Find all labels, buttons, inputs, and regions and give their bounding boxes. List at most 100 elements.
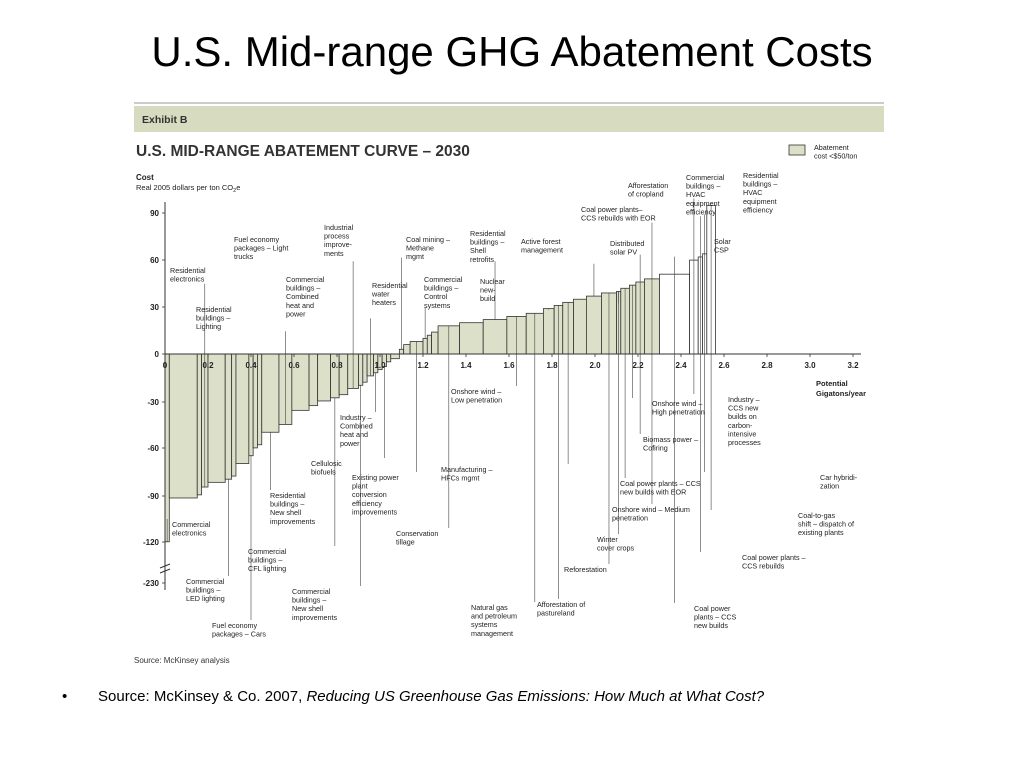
bar-label: Nuclear new-build [480, 277, 505, 303]
bar-label-line: Distributed [610, 239, 644, 248]
bar-label-line: buildings – [270, 500, 304, 509]
x-tick-label: 2.8 [761, 361, 773, 370]
x-tick-label: 3.2 [847, 361, 859, 370]
bar-label-line: equipment [686, 199, 720, 208]
bar-label: Car hybridi-zation [820, 473, 858, 491]
y-tick-label: 90 [150, 209, 159, 218]
bar-label: Residential buildings – HVAC equipment effic… [743, 171, 779, 214]
bar-label-line: systems [424, 301, 451, 310]
bar-label-line: management [521, 246, 563, 255]
bar-label-line: efficiency [686, 207, 716, 216]
bar [164, 353, 170, 543]
bar-label-line: improvements [352, 507, 398, 516]
bar [459, 322, 484, 355]
bar-label-line: HVAC [686, 190, 705, 199]
bar-label: Natural gas and petroleum systems managemen… [471, 603, 517, 638]
y-axis-break [159, 563, 171, 569]
bar-label: Commercial buildings – Control systems [424, 275, 463, 310]
bar-label-line: heaters [372, 298, 396, 307]
bar-label-line: plant [352, 482, 368, 491]
bar [542, 308, 555, 355]
bar-label-line: CCS new [728, 404, 759, 413]
y-tick-label: 30 [150, 303, 159, 312]
bar-label-line: Fuel economy [234, 235, 280, 244]
bar-label-line: build [480, 294, 495, 303]
bar-label-line: Commercial [292, 587, 331, 596]
bar-label: Afforestation of cropland [628, 181, 668, 199]
bar-label-line: efficiency [743, 205, 773, 214]
bar-label: Residential buildings – Shell retrofits [470, 229, 506, 264]
bar-label-line: Onshore wind – Medium [612, 505, 690, 514]
bar-label: Commercial buildings – Combined heat and pow… [286, 275, 325, 318]
y-tick-label: -90 [147, 492, 159, 501]
bar [317, 353, 331, 402]
bar-label-line: Conservation [396, 529, 438, 538]
y-axis-break [159, 568, 171, 574]
bar-label-line: packages – Cars [212, 630, 266, 639]
bar-label-line: heat and [340, 430, 368, 439]
x-tick-label: 2.0 [589, 361, 601, 370]
bar-label-line: packages – Light [234, 244, 288, 253]
bar-label-line: Afforestation [628, 181, 668, 190]
bar-label-line: Methane [406, 244, 434, 253]
x-tick-label: 3.0 [804, 361, 816, 370]
bar-label-line: CCS rebuilds with EOR [581, 214, 656, 223]
bar-label: Afforestation of pastureland [537, 600, 585, 618]
bar-label-line: buildings – [186, 586, 220, 595]
bar-label-line: Lighting [196, 322, 221, 331]
bar-label: Winter cover crops [597, 535, 635, 553]
bar-label-line: builds on [728, 412, 757, 421]
x-axis-title-1: Potential [816, 379, 848, 388]
bar [422, 337, 428, 355]
x-tick-label: 1.8 [546, 361, 558, 370]
bar-label: Commercial buildings – HVAC equipment effici… [686, 173, 725, 216]
bar-label-line: pastureland [537, 609, 575, 618]
bar-label-line: Afforestation of [537, 600, 585, 609]
x-axis-title-2: Gigatons/year [816, 389, 866, 398]
bar-label-line: Commercial [186, 577, 225, 586]
bar [585, 295, 602, 355]
bar-label-line: new builds with EOR [620, 488, 686, 497]
bar-label: Fuel economy packages – Cars [212, 621, 266, 639]
bar-label-line: Cofiring [643, 444, 668, 453]
bar-label-line: Active forest [521, 237, 561, 246]
bar-label-line: plants – CCS [694, 613, 737, 622]
bar-label: Manufacturing – HFCs mgmt [441, 465, 493, 483]
bar-label: Residential electronics [170, 266, 206, 284]
bar-label: Residential buildings – New shell improveme… [270, 491, 316, 526]
bar-label-line: Cellulosic [311, 459, 342, 468]
bar-label-line: buildings – [743, 180, 777, 189]
bar-label-line: LED lighting [186, 594, 225, 603]
axis-layer: 90 60 30 0 -30 -60 -90 -120 -230 0 0.2 0.4 0.6 0.8 1.0… [143, 202, 861, 590]
bar-label-line: processes [728, 438, 761, 447]
bar-label-line: systems [471, 620, 498, 629]
bar-label-line: retrofits [470, 255, 494, 264]
bar [362, 353, 368, 383]
bar-label-line: equipment [743, 197, 777, 206]
bar-label-line: buildings – [686, 182, 720, 191]
x-tick-label: 2.2 [632, 361, 644, 370]
bar-label-line: HFCs mgmt [441, 474, 479, 483]
bar-label: Coal power plants – CCS rebuilds [742, 553, 806, 571]
x-tick-label: 1.4 [460, 361, 472, 370]
bar-label-line: carbon- [728, 421, 753, 430]
y-axis-subtitle: Real 2005 dollars per ton CO2e [136, 183, 240, 194]
bar-label-line: Coal power plants – CCS [620, 479, 701, 488]
bar-label: Commercial buildings – CFL lighting [248, 547, 287, 573]
source-title: Reducing US Greenhouse Gas Emissions: Ho… [306, 688, 765, 705]
bar-label-line: new- [480, 286, 496, 295]
x-tick-label: 0.8 [331, 361, 343, 370]
bar-label-line: HVAC [743, 188, 762, 197]
y-tick-label: 60 [150, 256, 159, 265]
bar-label-line: Combined [286, 292, 319, 301]
y-tick-label: -230 [143, 579, 160, 588]
bar-label-line: existing plants [798, 528, 844, 537]
bar [224, 353, 233, 480]
bar-label-line: water [371, 290, 390, 299]
bar-label-line: cover crops [597, 544, 635, 553]
bar-label-line: Residential [470, 229, 506, 238]
bar-label: Coal power plants – CCS new builds with E… [620, 479, 701, 497]
bar-label-line: electronics [172, 529, 207, 538]
bar-label-line: Industrial [324, 223, 354, 232]
bar-label-line: electronics [170, 275, 205, 284]
